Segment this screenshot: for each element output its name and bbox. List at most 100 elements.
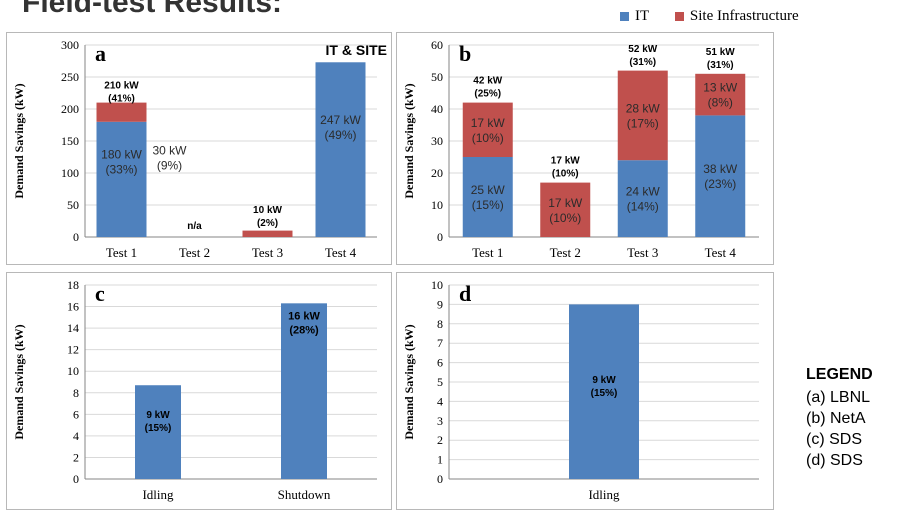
site-legend-item-d: (d) SDS (806, 452, 863, 469)
y-tick-label-a-6: 300 (61, 38, 79, 52)
data-label-c-0-1: (15%) (145, 423, 172, 434)
data-label-b-6-1: (17%) (627, 116, 659, 130)
y-tick-label-d-7: 7 (437, 336, 443, 350)
chart-b: 0 10 20 30 40 50 60 Test 1 Test 2 Test 3 Test 4 25 … (402, 38, 759, 260)
data-label-b-4-1: (10%) (552, 169, 579, 180)
data-label-b-9-0: 13 kW (703, 81, 738, 95)
y-tick-label-d-5: 5 (437, 375, 443, 389)
bar-b-site-0 (462, 102, 513, 157)
chart-panel-c: 0 2 4 6 8 10 12 14 16 18 Idling Shutdown 9 kW (15%) 16… (6, 272, 392, 510)
data-label-b-6-0: 28 kW (626, 101, 661, 115)
site-legend-title: LEGEND (806, 366, 873, 383)
data-label-b-2-1: (25%) (474, 89, 501, 100)
y-tick-label-d-4: 4 (437, 394, 443, 408)
site-legend-item-b: (b) NetA (806, 410, 866, 427)
data-label-d-0-0: 9 kW (592, 375, 616, 386)
data-label-b-10-1: (31%) (707, 60, 734, 71)
legend-swatch-site (674, 12, 684, 21)
x-tick-label-a-0: Test 1 (106, 245, 137, 260)
y-tick-label-c-1: 2 (73, 450, 79, 464)
y-tick-label-b-4: 40 (431, 102, 443, 116)
x-tick-label-c-1: Shutdown (278, 487, 331, 502)
bar-d-it-0 (569, 304, 639, 479)
bar-a-it-3 (315, 62, 366, 237)
y-tick-label-a-5: 250 (61, 70, 79, 84)
series-legend: IT Site Infrastructure (620, 8, 821, 26)
y-axis-title-b: Demand Savings (kW) (402, 83, 416, 198)
data-label-a-3-0: n/a (187, 221, 202, 232)
site-legend-item-a: (a) LBNL (806, 389, 871, 406)
data-label-a-2-1: (41%) (108, 94, 135, 105)
y-tick-label-a-3: 150 (61, 134, 79, 148)
y-tick-label-c-2: 4 (73, 429, 79, 443)
x-tick-label-b-0: Test 1 (472, 245, 503, 260)
legend-item-site: Site Infrastructure (674, 8, 799, 25)
bar-b-site-1 (540, 182, 591, 237)
y-tick-label-c-0: 0 (73, 472, 79, 486)
data-label-b-4-0: 17 kW (551, 156, 580, 167)
data-label-a-5-1: (49%) (324, 128, 356, 142)
data-label-b-0-0: 25 kW (471, 183, 506, 197)
y-tick-label-c-3: 6 (73, 407, 79, 421)
y-tick-label-b-6: 60 (431, 38, 443, 52)
panel-label-b: b (459, 41, 471, 66)
bar-b-site-3 (695, 73, 746, 116)
panel-label-a: a (95, 41, 106, 66)
x-tick-label-c-0: Idling (142, 487, 174, 502)
y-tick-label-d-1: 1 (437, 453, 443, 467)
y-tick-label-d-6: 6 (437, 356, 443, 370)
data-label-a-0-1: (33%) (105, 162, 137, 176)
y-tick-label-b-0: 0 (437, 230, 443, 244)
bar-b-it-0 (462, 157, 513, 237)
chart-a: 0 50 100 150 200 250 300 Test 1 Test 2 Test 3 Test… (12, 38, 387, 260)
y-tick-label-d-2: 2 (437, 433, 443, 447)
y-tick-label-b-1: 10 (431, 198, 443, 212)
data-label-b-0-1: (15%) (472, 198, 504, 212)
data-label-b-8-0: 38 kW (703, 162, 738, 176)
y-axis-title-d: Demand Savings (kW) (402, 324, 416, 439)
y-axis-title-a: Demand Savings (kW) (12, 83, 26, 198)
bar-a-site-0 (96, 102, 147, 122)
x-tick-label-a-1: Test 2 (179, 245, 210, 260)
data-label-c-1-0: 16 kW (288, 311, 320, 323)
x-tick-label-a-3: Test 4 (325, 245, 357, 260)
chart-d: 0 1 2 3 4 5 6 7 8 9 10 Idling 9 kW (15%) d Demand Savin… (402, 278, 759, 502)
data-label-b-9-1: (8%) (708, 96, 733, 110)
data-label-b-10-0: 51 kW (706, 47, 735, 58)
y-tick-label-a-4: 200 (61, 102, 79, 116)
data-label-c-0-0: 9 kW (146, 410, 170, 421)
bar-c-it-0 (135, 385, 181, 479)
chart-panel-d: 0 1 2 3 4 5 6 7 8 9 10 Idling 9 kW (15%) d Demand Savin… (396, 272, 774, 510)
x-tick-label-a-2: Test 3 (252, 245, 283, 260)
x-tick-label-b-1: Test 2 (550, 245, 581, 260)
x-tick-label-b-2: Test 3 (627, 245, 658, 260)
data-label-a-1-0: 30 kW (152, 144, 187, 158)
corner-label-a: IT & SITE (326, 42, 387, 58)
bar-b-site-2 (617, 70, 668, 161)
y-axis-title-c: Demand Savings (kW) (12, 324, 26, 439)
data-label-b-2-0: 42 kW (473, 76, 502, 87)
legend-label-site: Site Infrastructure (689, 8, 799, 24)
bar-a-site-2 (242, 230, 293, 237)
data-label-b-1-1: (10%) (472, 131, 504, 145)
slide-title: Field-test Results: (22, 0, 283, 19)
data-label-a-0-0: 180 kW (101, 147, 142, 161)
data-label-a-4-1: (2%) (257, 218, 278, 229)
y-tick-label-c-4: 8 (73, 386, 79, 400)
y-tick-label-d-3: 3 (437, 414, 443, 428)
y-tick-label-d-9: 9 (437, 297, 443, 311)
y-tick-label-d-8: 8 (437, 317, 443, 331)
x-tick-label-d-0: Idling (588, 487, 620, 502)
data-label-b-7-0: 52 kW (628, 44, 657, 55)
chart-c: 0 2 4 6 8 10 12 14 16 18 Idling Shutdown 9 kW (15%) 16… (12, 278, 377, 502)
data-label-c-1-1: (28%) (289, 325, 319, 337)
site-legend: LEGEND (a) LBNL (b) NetA (c) SDS (d) SDS (806, 366, 873, 473)
y-tick-label-d-0: 0 (437, 472, 443, 486)
panel-label-d: d (459, 281, 471, 306)
y-tick-label-d-10: 10 (431, 278, 443, 292)
y-tick-label-c-6: 12 (67, 343, 79, 357)
bar-b-it-3 (695, 115, 746, 237)
x-tick-label-b-3: Test 4 (705, 245, 737, 260)
data-label-b-3-0: 17 kW (548, 196, 583, 210)
site-legend-item-c: (c) SDS (806, 431, 862, 448)
